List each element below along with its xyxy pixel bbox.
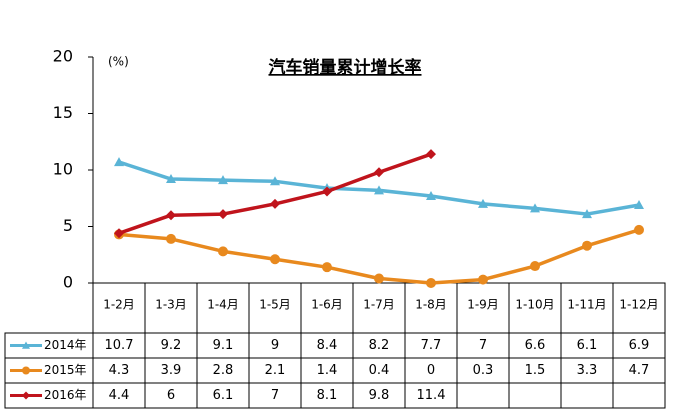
table-cell: 0 [427, 363, 435, 378]
table-cell: 0.3 [473, 363, 494, 378]
table-cell: 7 [479, 338, 487, 353]
table-cell: 1.5 [525, 363, 546, 378]
table-cell: 4.7 [629, 363, 650, 378]
table-cell: 6 [167, 388, 175, 403]
table-cell: 9.1 [213, 338, 234, 353]
legend-label: 2015年 [44, 363, 87, 377]
table-cell: 7 [271, 388, 279, 403]
marker [218, 209, 228, 220]
y-tick-label: 20 [53, 47, 73, 66]
table-cell: 6.1 [213, 388, 234, 403]
marker [22, 341, 30, 349]
marker [322, 186, 332, 197]
marker [166, 233, 176, 244]
table-cell: 7.7 [421, 338, 442, 353]
marker [322, 262, 332, 273]
chart-title: 汽车销量累计增长率 [269, 57, 422, 78]
marker [22, 366, 30, 375]
marker [270, 254, 280, 265]
marker [478, 274, 488, 285]
table-cell: 2.8 [213, 363, 234, 378]
legend-label: 2016年 [44, 388, 87, 402]
x-tick-label: 1-11月 [567, 298, 606, 312]
marker [374, 167, 384, 178]
table-cell: 8.4 [317, 338, 338, 353]
x-tick-label: 1-3月 [155, 298, 187, 312]
x-tick-label: 1-9月 [467, 298, 499, 312]
table-cell: 6.1 [577, 338, 598, 353]
marker [22, 391, 30, 400]
y-tick-label: 0 [63, 273, 73, 292]
marker [478, 198, 488, 208]
y-tick-label: 5 [63, 216, 73, 235]
marker [166, 210, 176, 221]
x-tick-label: 1-5月 [259, 298, 291, 312]
x-tick-label: 1-7月 [363, 298, 395, 312]
marker [530, 261, 540, 272]
marker [270, 198, 280, 209]
marker [114, 228, 124, 239]
marker [582, 240, 592, 251]
marker [270, 176, 280, 186]
x-tick-label: 1-2月 [103, 298, 135, 312]
marker [634, 224, 644, 235]
table-cell: 9.8 [369, 388, 390, 403]
y-tick-label: 10 [53, 160, 73, 179]
x-tick-label: 1-8月 [415, 298, 447, 312]
table-cell: 4.4 [109, 388, 130, 403]
marker [374, 185, 384, 195]
table-cell: 3.9 [161, 363, 182, 378]
table-cell: 0.4 [369, 363, 390, 378]
table-cell: 1.4 [317, 363, 338, 378]
marker [114, 157, 124, 167]
marker [166, 174, 176, 184]
x-tick-label: 1-10月 [515, 298, 554, 312]
table-cell: 4.3 [109, 363, 130, 378]
table-cell: 11.4 [417, 388, 446, 403]
legend-label: 2014年 [44, 338, 87, 352]
y-axis-label: (%) [108, 55, 129, 69]
table-cell: 6.9 [629, 338, 650, 353]
x-tick-label: 1-6月 [311, 298, 343, 312]
marker [218, 175, 228, 185]
marker [374, 273, 384, 284]
series-line [118, 152, 432, 235]
table-cell: 8.2 [369, 338, 390, 353]
marker [530, 203, 540, 213]
marker [426, 190, 436, 200]
table-cell: 8.1 [317, 388, 338, 403]
marker [426, 149, 436, 160]
x-tick-label: 1-4月 [207, 298, 239, 312]
marker [426, 278, 436, 288]
table-cell: 9 [271, 338, 279, 353]
table-cell: 3.3 [577, 363, 598, 378]
table-cell: 10.7 [105, 338, 134, 353]
table-cell: 9.2 [161, 338, 182, 353]
marker [218, 246, 228, 257]
table-cell: 6.6 [525, 338, 546, 353]
marker [582, 209, 592, 219]
x-tick-label: 1-12月 [619, 298, 658, 312]
y-tick-label: 15 [53, 103, 73, 122]
marker [634, 200, 644, 210]
table-cell: 2.1 [265, 363, 286, 378]
